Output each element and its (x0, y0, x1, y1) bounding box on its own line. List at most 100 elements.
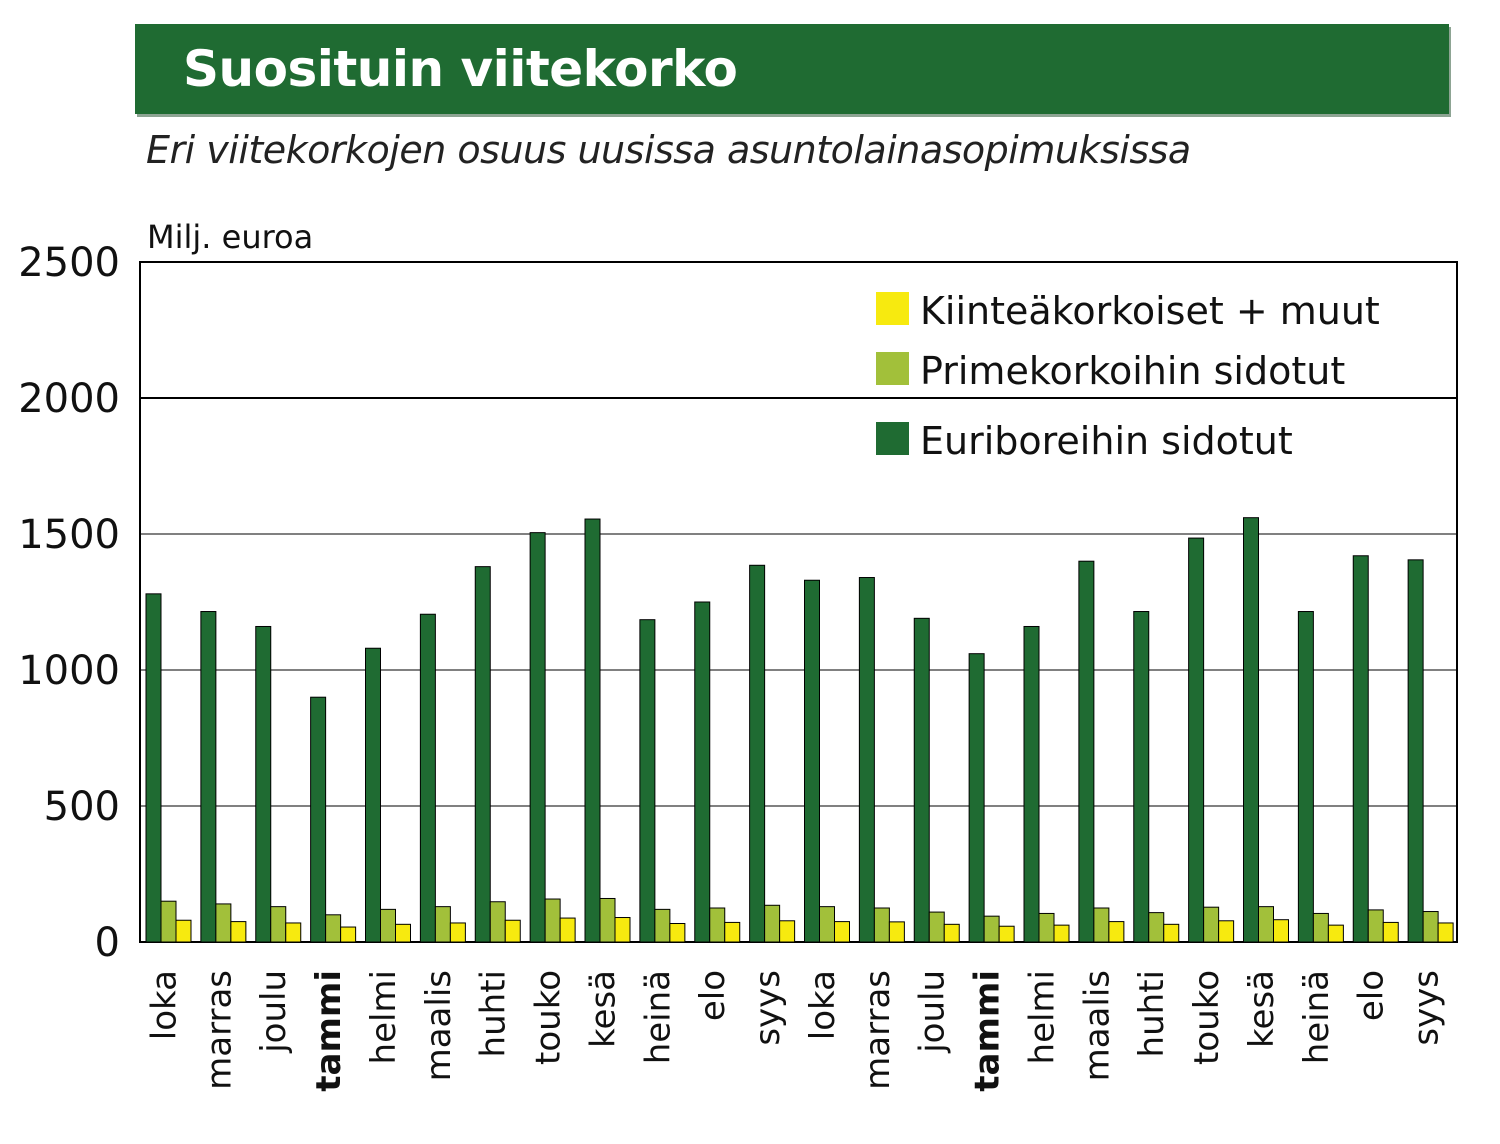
y-tick-label: 2000 (18, 376, 120, 422)
bar-primekorkoihin (1038, 912, 1055, 943)
bar-euriboreihin (1188, 537, 1205, 943)
bar-kiinteäkorkoiset (340, 926, 357, 943)
bar-euriboreihin (858, 577, 875, 943)
bar-euriboreihin (968, 653, 985, 943)
bar-euriboreihin (145, 593, 162, 943)
bar-primekorkoihin (489, 901, 506, 943)
x-tick-label: tammi (968, 970, 1008, 1092)
chart-title: Suosituin viitekorko (183, 40, 738, 98)
bar-euriboreihin (1297, 611, 1314, 943)
bar-kiinteäkorkoiset (285, 922, 302, 943)
y-axis-label: Milj. euroa (147, 218, 314, 256)
bar-kiinteäkorkoiset (559, 917, 576, 943)
y-tick-label: 0 (95, 920, 120, 966)
bar-primekorkoihin (380, 908, 396, 943)
chart-subtitle: Eri viitekorkojen osuus uusissa asuntola… (146, 128, 1191, 172)
bar-euriboreihin (200, 611, 217, 943)
bar-primekorkoihin (270, 906, 287, 943)
bar-kiinteäkorkoiset (943, 923, 960, 943)
bar-euriboreihin (255, 625, 272, 943)
bar-euriboreihin (1243, 517, 1259, 943)
x-tick-label: syys (1407, 970, 1447, 1046)
bar-euriboreihin (1078, 560, 1095, 943)
x-tick-label: syys (748, 970, 788, 1046)
bar-kiinteäkorkoiset (888, 921, 905, 943)
x-tick-label: marras (858, 970, 898, 1090)
bar-primekorkoihin (709, 907, 726, 943)
bar-kiinteäkorkoiset (230, 921, 247, 943)
bar-kiinteäkorkoiset (1218, 920, 1235, 943)
x-tick-label: joulu (913, 970, 953, 1054)
x-tick-label: kesä (583, 970, 623, 1048)
x-tick-label: joulu (254, 970, 294, 1054)
x-tick-label: tammi (309, 970, 349, 1092)
bar-primekorkoihin (1312, 912, 1329, 943)
bar-primekorkoihin (325, 914, 342, 943)
x-tick-label: loka (803, 970, 843, 1040)
legend-label: Primekorkoihin sidotut (920, 349, 1345, 393)
title-bar (135, 24, 1449, 114)
bar-primekorkoihin (599, 897, 616, 943)
bar-kiinteäkorkoiset (614, 917, 631, 943)
bar-kiinteäkorkoiset (1327, 924, 1344, 943)
x-tick-label: marras (199, 970, 239, 1090)
x-tick-label: elo (1352, 970, 1392, 1021)
bar-euriboreihin (419, 613, 436, 943)
y-tick-label: 500 (44, 784, 120, 830)
bar-euriboreihin (584, 518, 601, 943)
bar-kiinteäkorkoiset (504, 919, 521, 943)
bar-kiinteäkorkoiset (998, 925, 1015, 943)
x-tick-label: heinä (638, 970, 678, 1064)
bar-kiinteäkorkoiset (1163, 923, 1180, 943)
bar-primekorkoihin (983, 915, 1000, 943)
x-tick-label: kesä (1242, 970, 1282, 1048)
x-tick-label: maalis (419, 970, 459, 1081)
bar-kiinteäkorkoiset (1437, 922, 1454, 943)
bar-kiinteäkorkoiset (1382, 921, 1399, 943)
bar-kiinteäkorkoiset (779, 920, 796, 943)
bar-primekorkoihin (928, 911, 945, 943)
bar-euriboreihin (310, 696, 327, 943)
x-tick-label: loka (144, 970, 184, 1040)
legend-swatch (876, 422, 909, 455)
bar-kiinteäkorkoiset (834, 921, 850, 943)
x-tick-label: helmi (1022, 970, 1062, 1064)
bar-kiinteäkorkoiset (1273, 919, 1289, 943)
y-tick-label: 1500 (18, 512, 120, 558)
bar-euriboreihin (639, 619, 656, 943)
bar-primekorkoihin (819, 906, 835, 943)
plot-frame (139, 261, 1458, 943)
x-tick-label: maalis (1077, 970, 1117, 1081)
bar-euriboreihin (913, 617, 930, 943)
bar-primekorkoihin (1367, 909, 1384, 943)
bar-primekorkoihin (1422, 911, 1439, 943)
bar-euriboreihin (365, 647, 381, 943)
bar-euriboreihin (529, 532, 546, 943)
x-tick-label: touko (529, 970, 569, 1065)
x-tick-label: elo (693, 970, 733, 1021)
bar-primekorkoihin (764, 904, 781, 943)
bar-primekorkoihin (1203, 906, 1220, 943)
bar-primekorkoihin (160, 900, 177, 943)
bar-euriboreihin (474, 566, 491, 943)
bar-primekorkoihin (1148, 912, 1165, 943)
bar-euriboreihin (749, 564, 766, 943)
bar-primekorkoihin (1093, 907, 1110, 943)
bar-kiinteäkorkoiset (395, 923, 411, 943)
x-tick-label: touko (1187, 970, 1227, 1065)
bar-primekorkoihin (544, 898, 561, 943)
bar-primekorkoihin (1258, 906, 1274, 943)
bar-primekorkoihin (215, 903, 232, 943)
bar-euriboreihin (1133, 611, 1150, 943)
legend-swatch (876, 352, 909, 385)
bar-euriboreihin (804, 579, 820, 943)
bar-euriboreihin (1023, 625, 1040, 943)
bar-primekorkoihin (873, 907, 890, 943)
bar-kiinteäkorkoiset (449, 922, 466, 943)
y-tick-label: 2500 (18, 240, 120, 286)
bar-kiinteäkorkoiset (669, 923, 686, 943)
bar-euriboreihin (694, 601, 711, 943)
legend-label: Euriboreihin sidotut (920, 419, 1293, 463)
